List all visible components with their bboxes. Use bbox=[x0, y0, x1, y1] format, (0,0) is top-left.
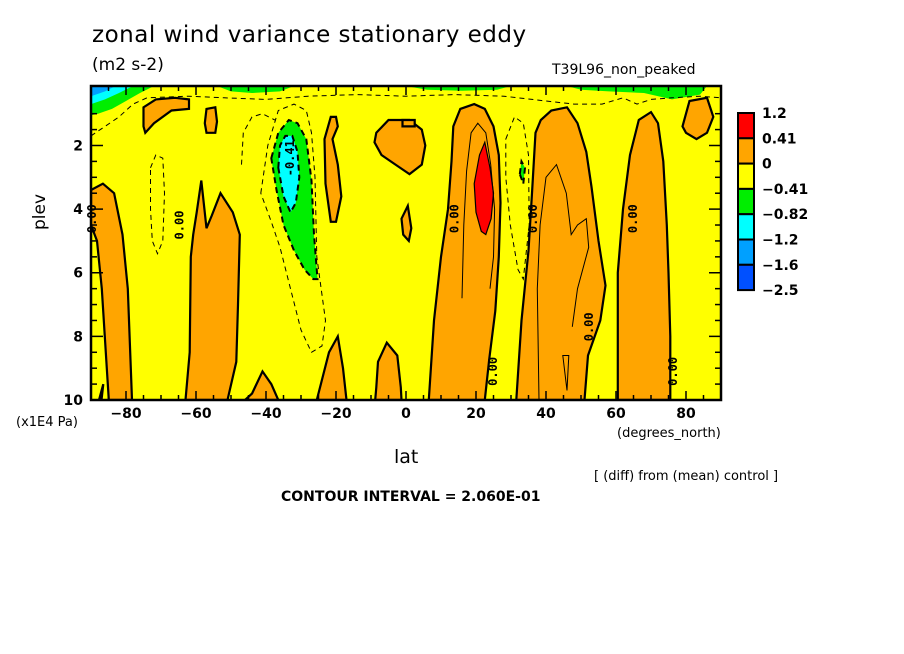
y-tick-label: 2 bbox=[73, 138, 83, 154]
x-tick-label: 40 bbox=[536, 406, 556, 422]
y-tick-label: 4 bbox=[73, 202, 83, 218]
y-tick-label: 6 bbox=[73, 266, 83, 282]
legend-label: 0.41 bbox=[762, 131, 797, 147]
legend-swatch bbox=[737, 238, 755, 266]
thin-contour-2 bbox=[562, 355, 570, 391]
legend-label: 0 bbox=[762, 157, 772, 173]
legend-label: −0.82 bbox=[762, 207, 808, 223]
contour-region-19 bbox=[278, 135, 300, 213]
dashed-contour-1 bbox=[260, 103, 327, 354]
contour-region-12 bbox=[515, 106, 607, 400]
contour-region-6 bbox=[323, 115, 343, 223]
legend-swatch bbox=[737, 162, 755, 190]
legend-swatch bbox=[737, 213, 755, 241]
contour-lines bbox=[91, 94, 721, 400]
thin-contour-0 bbox=[461, 122, 496, 299]
contour-region-2 bbox=[203, 106, 219, 134]
contour-label: 0.00 bbox=[448, 204, 462, 233]
contour-region-16 bbox=[473, 140, 495, 236]
dashed-region-outline-18 bbox=[518, 158, 527, 185]
x-tick-label: 20 bbox=[466, 406, 486, 422]
contour-label: 0.00 bbox=[582, 312, 596, 341]
legend-swatch bbox=[737, 137, 755, 165]
axes: −80 −60 −40 −20 0 20 40 60 80 2 4 6 8 10 bbox=[64, 84, 723, 422]
x-tick-label: −80 bbox=[110, 406, 141, 422]
legend-label: −2.5 bbox=[762, 283, 799, 299]
thin-contour-1 bbox=[536, 163, 590, 400]
dashed-contour-0 bbox=[150, 154, 166, 256]
x-tick-label: 60 bbox=[606, 406, 626, 422]
contour-region-25 bbox=[567, 86, 707, 100]
y-tick-label: 8 bbox=[73, 329, 83, 345]
run-label: T39L96_non_peaked bbox=[552, 62, 696, 78]
legend-swatch bbox=[737, 112, 755, 140]
y-axis-units: (x1E4 Pa) bbox=[16, 415, 78, 430]
x-axis-units: (degrees_north) bbox=[617, 426, 721, 441]
dashed-region-outline-17 bbox=[270, 118, 319, 281]
contour-region-3 bbox=[184, 180, 241, 400]
dashed-contour-3 bbox=[505, 116, 530, 281]
contour-label: -0.41 bbox=[283, 140, 297, 176]
x-tick-label: 0 bbox=[401, 406, 411, 422]
contour-region-11 bbox=[400, 202, 413, 244]
x-axis-label: lat bbox=[394, 446, 419, 468]
contour-labels: 0.00 0.00 0.00 0.00 0.000.000.000.00-0.41 bbox=[85, 140, 680, 386]
contour-interval: CONTOUR INTERVAL = 2.060E-01 bbox=[281, 489, 541, 505]
diff-annotation: [ (diff) from (mean) control ] bbox=[594, 469, 779, 484]
contour-region-9 bbox=[401, 118, 416, 128]
x-tick-label: 80 bbox=[676, 406, 696, 422]
filled-regions bbox=[91, 86, 715, 400]
contour-region-8 bbox=[374, 340, 403, 400]
y-tick-label: 10 bbox=[64, 393, 84, 409]
x-tick-label: −20 bbox=[320, 406, 351, 422]
legend-label: −0.41 bbox=[762, 182, 808, 198]
legend: 1.2 0.41 0 −0.41 −0.82 −1.2 −1.6 −2.5 bbox=[737, 106, 808, 299]
contour-region-23 bbox=[217, 86, 294, 93]
contour-region-14 bbox=[681, 96, 715, 141]
chart-units: (m2 s-2) bbox=[92, 55, 164, 75]
contour-label: 0.00 bbox=[626, 204, 640, 233]
contour-region-1 bbox=[142, 96, 191, 136]
x-tick-label: −40 bbox=[250, 406, 281, 422]
x-tick-label: −60 bbox=[180, 406, 211, 422]
legend-swatch bbox=[737, 187, 755, 216]
legend-label: 1.2 bbox=[762, 106, 787, 122]
legend-label: −1.6 bbox=[762, 258, 799, 274]
contour-region-13 bbox=[616, 110, 672, 400]
contour-region-5 bbox=[97, 383, 105, 400]
legend-label: −1.2 bbox=[762, 233, 799, 249]
legend-swatch bbox=[737, 263, 755, 292]
contour-label: 0.00 bbox=[173, 211, 187, 240]
contour-label: 0.00 bbox=[526, 204, 540, 233]
chart-title: zonal wind variance stationary eddy bbox=[92, 22, 527, 48]
dashed-contour-2 bbox=[241, 113, 276, 165]
contour-label: 0.00 bbox=[486, 357, 500, 386]
contour-region-22 bbox=[91, 86, 116, 97]
contour-region-15 bbox=[315, 333, 348, 400]
contour-label: 0.00 bbox=[666, 357, 680, 386]
dashed-contour-4 bbox=[91, 94, 721, 137]
